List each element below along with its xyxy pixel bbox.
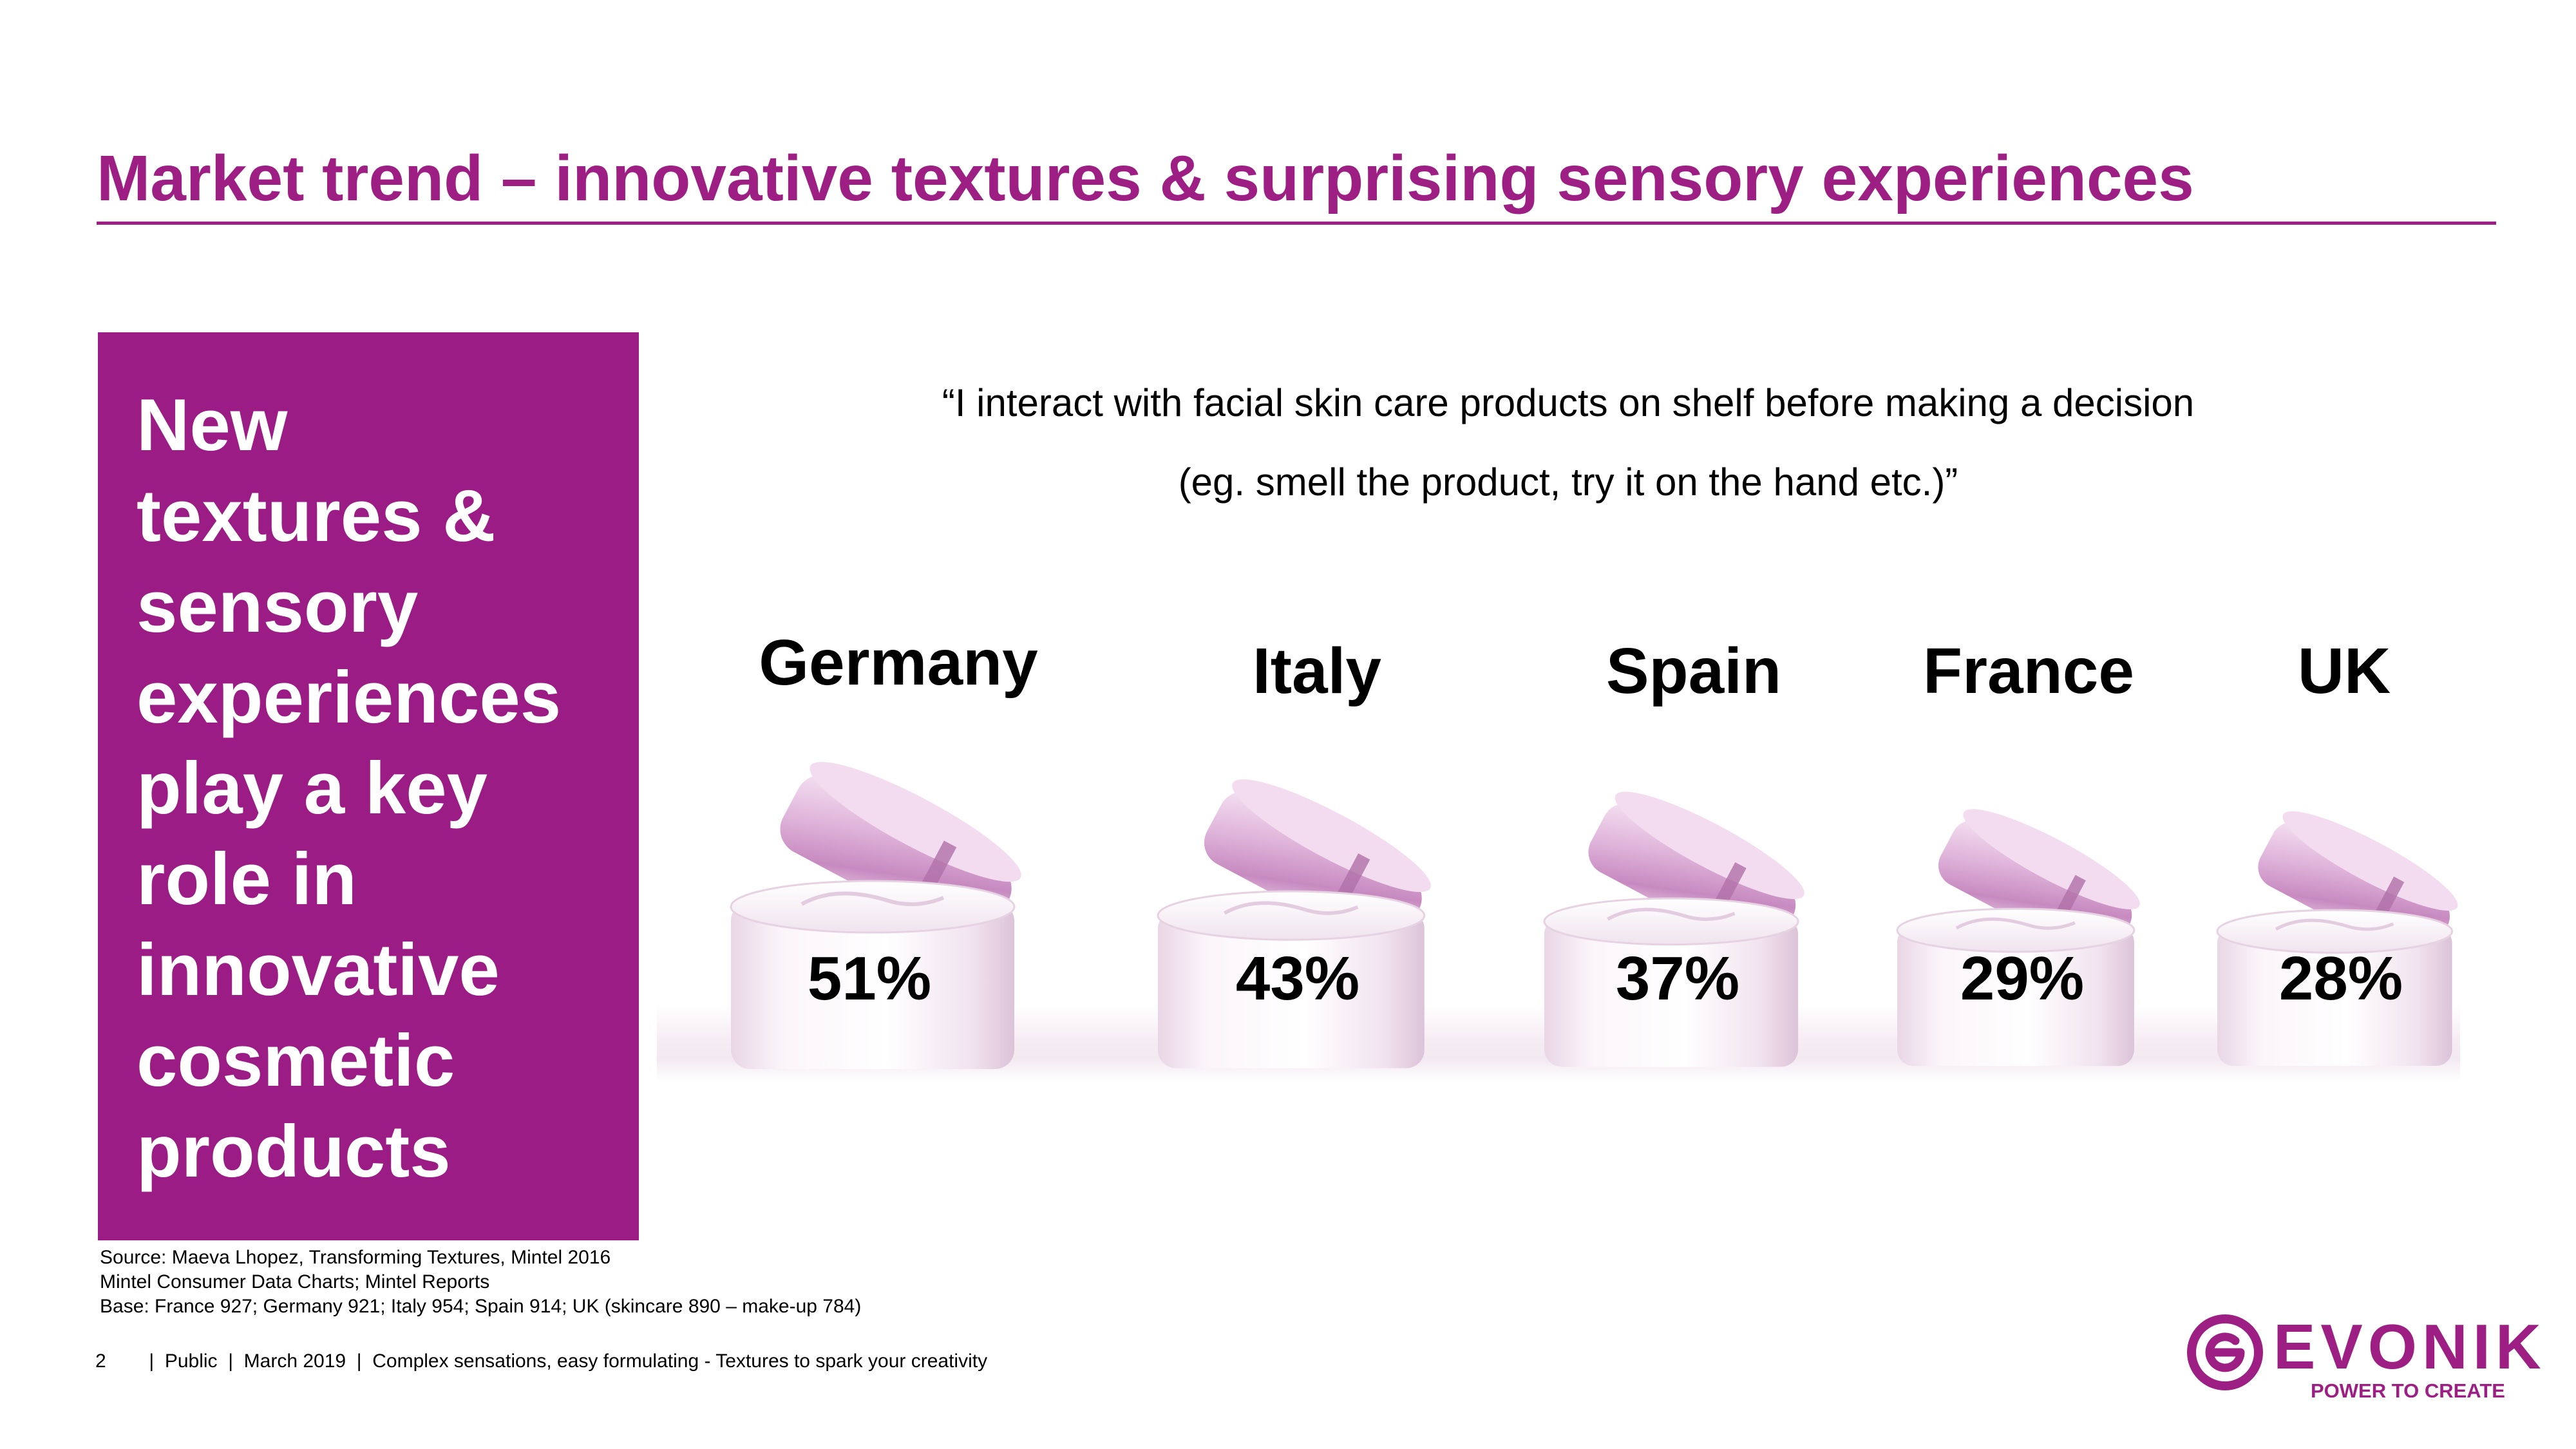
jar-cream [2216,909,2453,954]
category-label: Spain [1605,635,1782,707]
highlight-line: cosmetic [137,1020,455,1102]
highlight-line: experiences [137,657,562,739]
jar-cream [730,880,1016,934]
footer-bar: 2 | Public | March 2019 | Complex sensat… [95,1350,988,1372]
jar-cream-swirl [1955,917,2076,930]
highlight-line: role in [137,838,357,920]
highlight-line: New [137,384,288,466]
jar-body [2217,927,2452,1066]
value-label: 28% [2278,944,2403,1013]
jar-cream-swirl [1224,901,1359,915]
value-label: 51% [807,944,932,1013]
value-label: 29% [1960,944,2085,1013]
highlight-line: products [137,1111,451,1193]
highlight-line: play a key [137,748,488,829]
source-line: Base: France 927; Germany 921; Italy 954… [100,1296,862,1317]
cream-jar-germany [730,762,1021,1069]
jar-cream [1157,890,1426,941]
category-label: Italy [1252,635,1382,707]
cream-jar-italy [1157,779,1431,1068]
logo-wordmark: EVONIK [2273,1311,2546,1382]
value-label: 43% [1235,944,1360,1013]
title-divider [97,222,2496,225]
jar-body [1544,916,1799,1067]
category-label: France [1923,635,2134,707]
highlight-box [98,332,639,1240]
jar-body [1897,925,2134,1066]
category-label: UK [2297,635,2391,707]
quote-line: “I interact with facial skin care produc… [942,381,2195,424]
cream-jar-uk [2216,811,2458,1066]
value-label: 37% [1615,944,1740,1013]
source-line: Source: Maeva Lhopez, Transforming Textu… [100,1247,611,1268]
highlight-line: sensory [137,566,419,648]
jar-cream [1543,897,1799,946]
cream-jar-france [1896,809,2140,1066]
source-line: Mintel Consumer Data Charts; Mintel Repo… [100,1271,490,1293]
highlight-text: New textures & sensory experiences play … [137,380,626,1197]
jar-cream-swirl [800,891,945,907]
evonik-logo-icon [2187,1314,2263,1390]
cream-jar-spain [1543,791,1804,1067]
category-label: Germany [759,627,1038,699]
highlight-line: textures & [137,475,496,557]
jar-cream-swirl [1607,907,1736,922]
jar-cream-swirl [2275,918,2394,931]
jar-body [731,902,1014,1069]
quote-line: (eg. smell the product, try it on the ha… [1178,460,1958,504]
slide-title: Market trend – innovative textures & sur… [97,142,2194,214]
highlight-line: innovative [137,929,500,1011]
jar-body [1158,910,1425,1068]
logo-tagline: POWER TO CREATE [2311,1379,2505,1402]
jar-cream [1896,907,2136,953]
